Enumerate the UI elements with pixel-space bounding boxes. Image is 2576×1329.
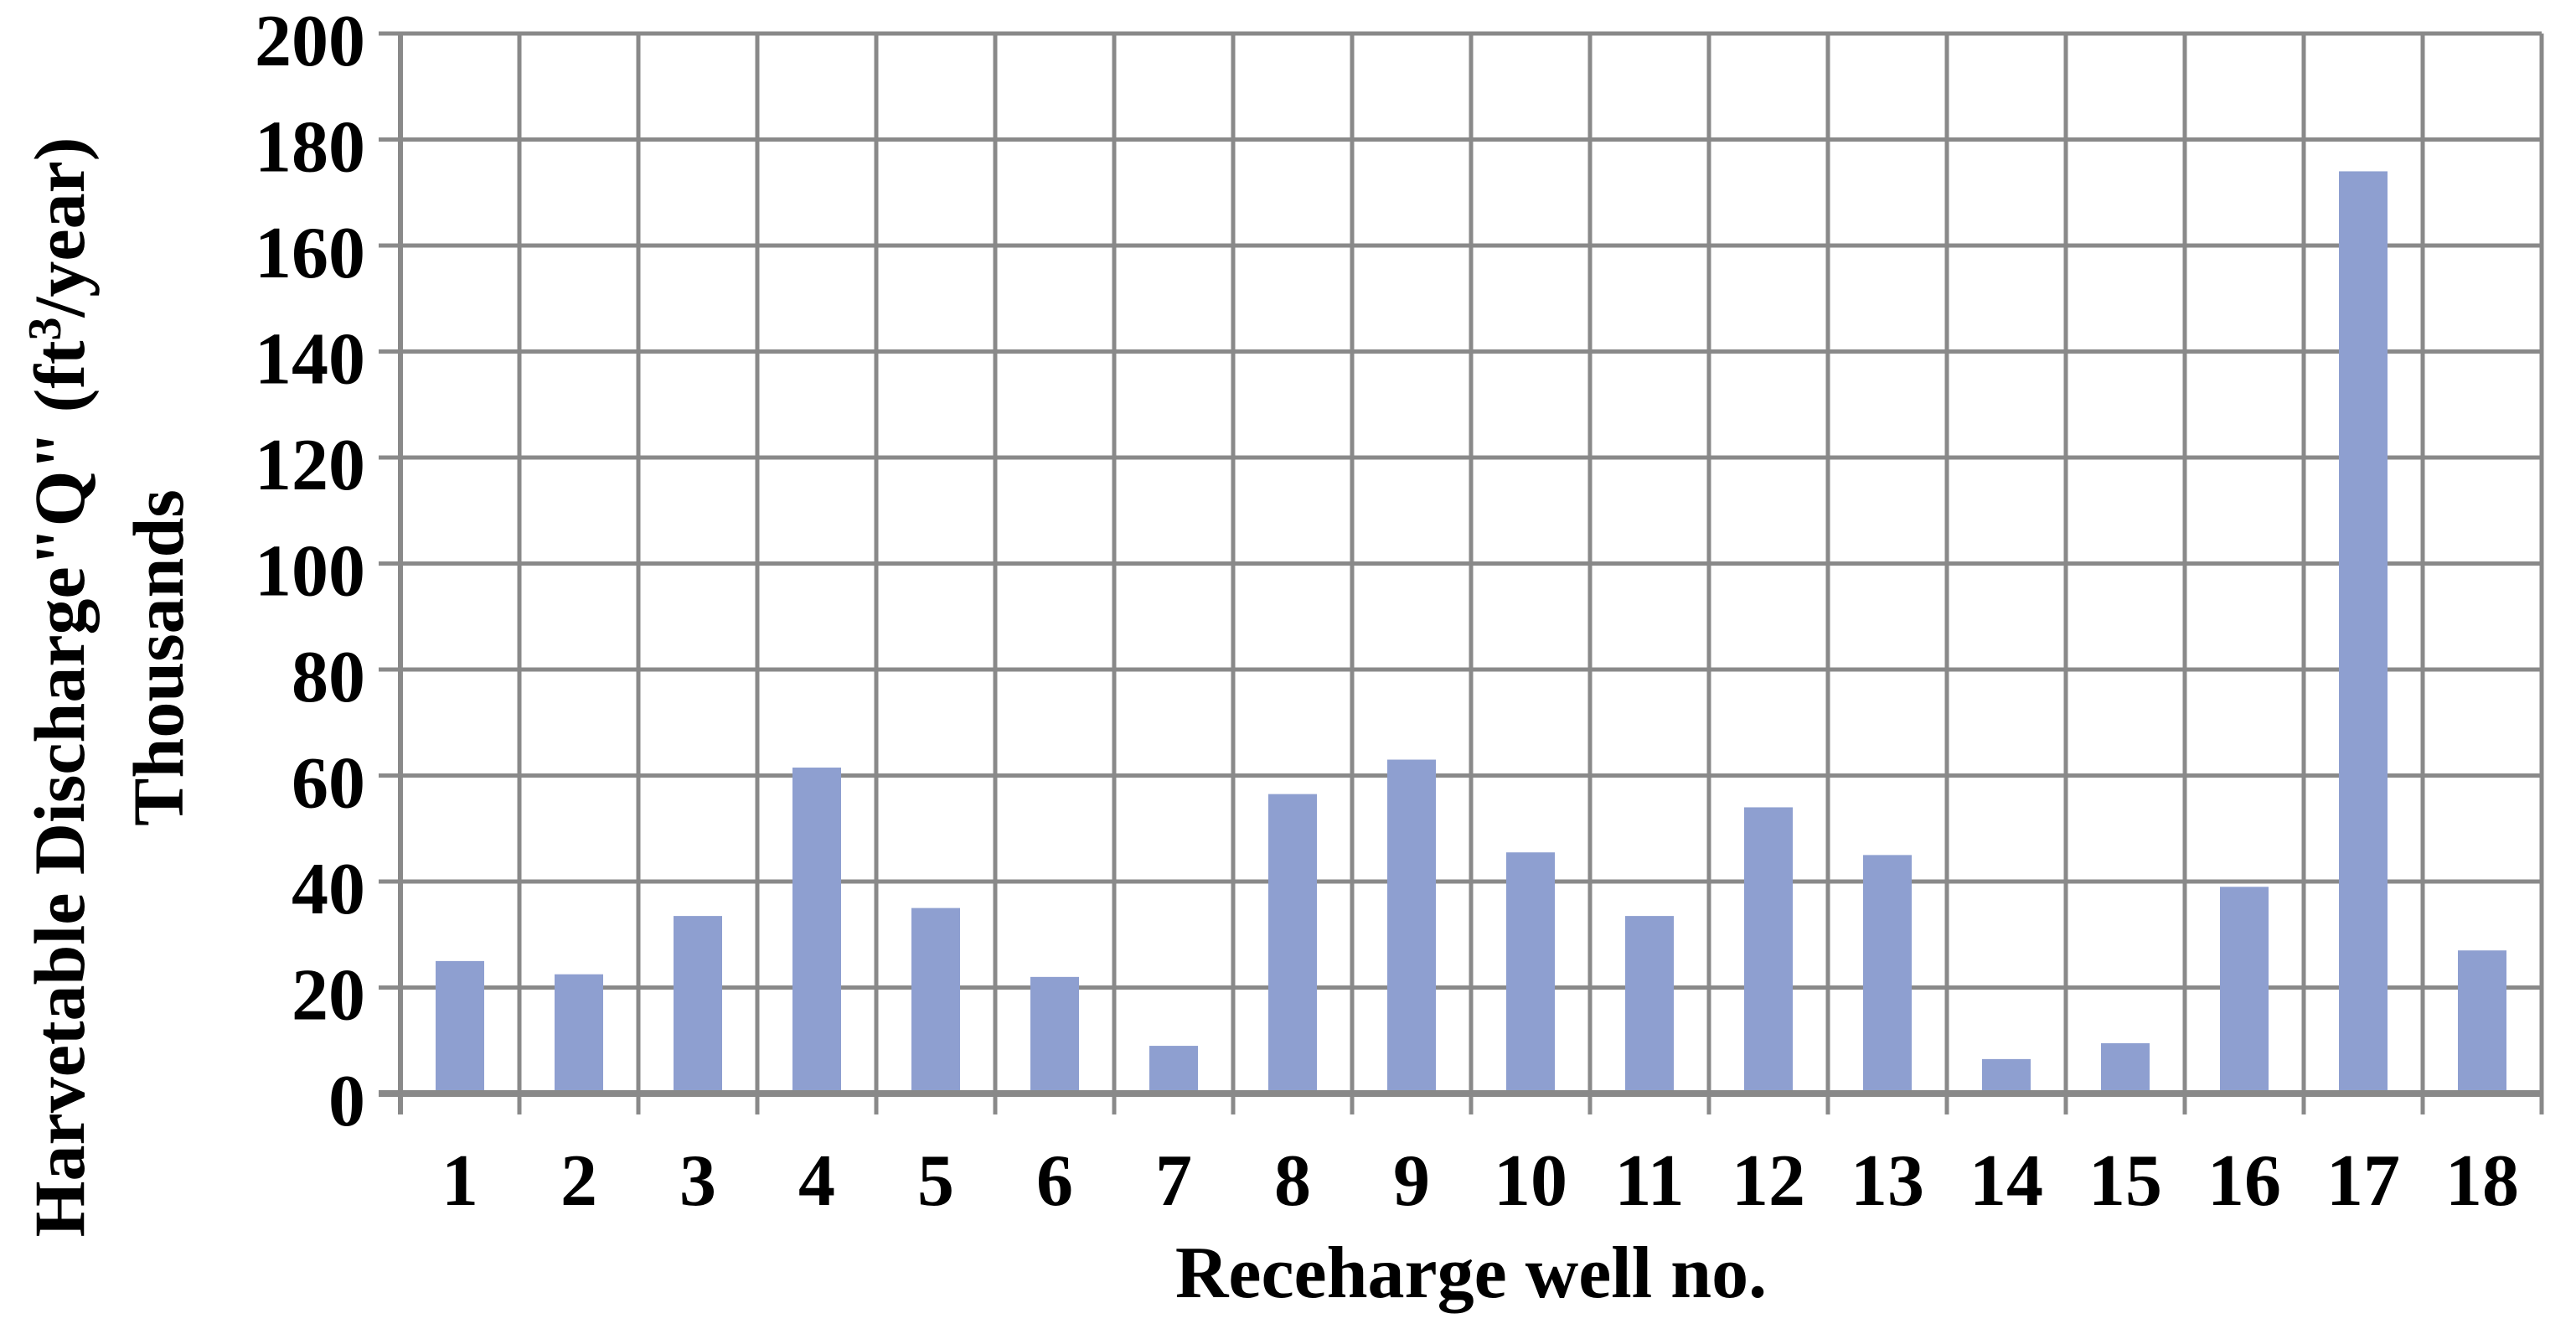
x-tick-label-1: 1 (441, 1140, 478, 1222)
bar-well-18 (2458, 950, 2506, 1094)
bar-well-4 (792, 768, 841, 1094)
y-tick-label-140: 140 (255, 319, 365, 401)
bar-well-15 (2101, 1042, 2150, 1094)
y-tick-label-0: 0 (328, 1061, 365, 1142)
x-tick-label-17: 17 (2326, 1140, 2400, 1222)
x-tick-label-15: 15 (2088, 1140, 2162, 1222)
bars (436, 171, 2506, 1094)
bar-well-2 (555, 974, 603, 1094)
bar-well-1 (436, 960, 484, 1094)
bar-well-11 (1625, 916, 1674, 1094)
y-tick-label-80: 80 (292, 637, 365, 718)
x-tick-label-10: 10 (1494, 1140, 1567, 1222)
y-tick-label-200: 200 (255, 1, 365, 82)
bar-well-17 (2339, 171, 2388, 1094)
y-tick-label-100: 100 (255, 531, 365, 613)
bar-well-3 (674, 916, 722, 1094)
y-tick-label-20: 20 (292, 955, 365, 1037)
y-axis-title-superscript: 3 (19, 317, 71, 340)
bar-well-13 (1863, 855, 1912, 1094)
y-tick-label-160: 160 (255, 213, 365, 294)
bar-well-7 (1149, 1046, 1198, 1094)
y-tick-label-40: 40 (292, 849, 365, 930)
y-tick-label-120: 120 (255, 425, 365, 506)
bar-well-9 (1387, 759, 1436, 1094)
x-tick-label-5: 5 (917, 1140, 954, 1222)
x-tick-label-7: 7 (1155, 1140, 1192, 1222)
axes (379, 34, 2542, 1114)
bar-well-8 (1268, 794, 1317, 1094)
x-tick-label-18: 18 (2445, 1140, 2519, 1222)
bar-well-14 (1982, 1058, 2031, 1094)
x-axis-title: Receharge well no. (1175, 1233, 1767, 1314)
bar-well-10 (1506, 852, 1555, 1094)
y-axis-title-line1-main: Harvetable Discharge"Q" (ft (19, 340, 100, 1237)
x-tick-label-4: 4 (798, 1140, 835, 1222)
x-tick-label-12: 12 (1732, 1140, 1805, 1222)
bar-well-16 (2220, 887, 2269, 1094)
bar-well-5 (911, 908, 960, 1094)
y-axis-title-line1-unit: /year) (19, 137, 100, 318)
x-tick-label-8: 8 (1274, 1140, 1311, 1222)
x-tick-label-3: 3 (679, 1140, 716, 1222)
y-tick-label-180: 180 (255, 107, 365, 189)
x-tick-label-2: 2 (560, 1140, 597, 1222)
y-axis-title-line1: Harvetable Discharge"Q" (ft3/year) (19, 137, 100, 1238)
x-tick-label-16: 16 (2207, 1140, 2281, 1222)
x-tick-label-9: 9 (1393, 1140, 1430, 1222)
x-tick-label-13: 13 (1851, 1140, 1924, 1222)
bar-well-12 (1744, 807, 1793, 1094)
x-tick-label-11: 11 (1614, 1140, 1684, 1222)
x-tick-label-14: 14 (1969, 1140, 2043, 1222)
y-tick-label-60: 60 (292, 743, 365, 825)
y-axis-title-line2: Thousands (118, 489, 199, 826)
x-tick-label-6: 6 (1036, 1140, 1073, 1222)
y-axis-tick-labels: 0 20 40 60 80 100 120 140 160 180 200 (255, 1, 365, 1142)
bar-well-6 (1030, 976, 1079, 1094)
x-axis-tick-labels: 1 2 3 4 5 6 7 8 9 10 11 12 13 14 15 16 17 18 (441, 1140, 2519, 1222)
